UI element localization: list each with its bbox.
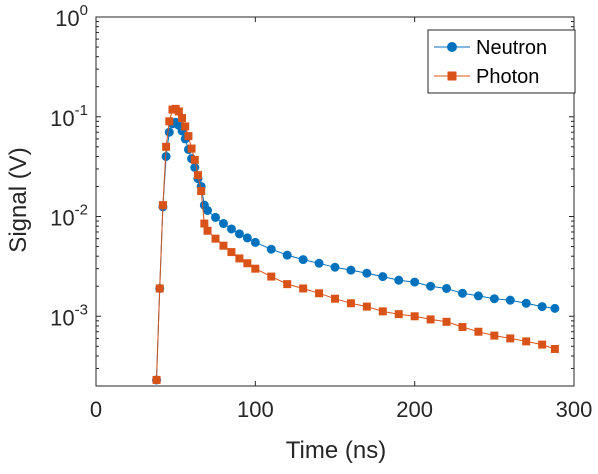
legend-label-photon: Photon: [476, 66, 539, 88]
data-point-photon: [165, 117, 174, 126]
data-point-photon: [283, 280, 292, 289]
data-point-neutron: [161, 151, 171, 161]
data-point-neutron: [442, 283, 452, 293]
x-tick-label: 0: [90, 397, 102, 422]
data-point-photon: [474, 327, 483, 336]
data-point-photon: [299, 284, 308, 293]
data-point-photon: [426, 315, 435, 324]
data-point-photon: [235, 254, 244, 263]
x-tick-label: 200: [396, 397, 433, 422]
data-point-neutron: [505, 295, 515, 305]
data-point-neutron: [226, 224, 236, 234]
data-point-neutron: [250, 237, 260, 247]
data-point-neutron: [298, 255, 308, 265]
data-point-neutron: [362, 268, 372, 278]
data-point-photon: [490, 331, 499, 340]
data-point-neutron: [218, 219, 228, 229]
data-point-neutron: [394, 275, 404, 285]
data-point-photon: [522, 337, 531, 346]
axes-box: [95, 16, 575, 387]
data-point-neutron: [537, 302, 547, 312]
data-point-photon: [187, 144, 196, 153]
data-point-photon: [211, 234, 220, 243]
legend-marker-neutron: [447, 42, 457, 52]
data-point-photon: [181, 122, 190, 131]
data-point-photon: [155, 284, 164, 293]
data-point-photon: [394, 310, 403, 319]
data-point-neutron: [234, 229, 244, 239]
data-point-photon: [267, 272, 276, 281]
data-point-neutron: [410, 277, 420, 287]
data-point-neutron: [282, 250, 292, 260]
data-point-neutron: [266, 244, 276, 254]
data-point-photon: [243, 259, 252, 268]
data-point-photon: [203, 226, 212, 235]
series-layer: [152, 104, 560, 385]
data-point-photon: [193, 171, 202, 180]
data-point-photon: [227, 248, 236, 257]
data-point-neutron: [426, 281, 436, 291]
data-point-neutron: [489, 294, 499, 304]
data-point-photon: [178, 114, 187, 123]
data-point-neutron: [521, 298, 531, 308]
legend-label-neutron: Neutron: [476, 37, 547, 59]
data-point-neutron: [550, 303, 560, 313]
y-axis-label: Signal (V): [5, 147, 32, 252]
y-tick-label: 10-1: [50, 102, 88, 131]
x-tick-label: 100: [237, 397, 274, 422]
y-tick-label: 100: [55, 2, 88, 31]
data-point-photon: [506, 334, 515, 343]
x-axis-label: Time (ns): [286, 437, 386, 464]
data-point-neutron: [378, 272, 388, 282]
y-minor-ticks: [96, 21, 574, 387]
data-point-photon: [162, 142, 171, 151]
y-tick-label: 10-2: [50, 202, 88, 231]
data-point-photon: [190, 155, 199, 164]
data-point-photon: [538, 340, 547, 349]
data-point-neutron: [164, 127, 174, 137]
data-point-photon: [152, 375, 161, 384]
data-point-neutron: [190, 162, 200, 172]
data-point-photon: [197, 187, 206, 196]
data-point-photon: [378, 307, 387, 316]
data-point-neutron: [314, 258, 324, 268]
data-point-photon: [184, 132, 193, 141]
x-axis-ticks: 0 100 200 300: [90, 17, 592, 422]
data-point-photon: [550, 344, 559, 353]
data-point-photon: [410, 312, 419, 321]
data-point-neutron: [473, 291, 483, 301]
data-point-photon: [442, 317, 451, 326]
axes: [95, 16, 575, 387]
data-point-photon: [346, 299, 355, 308]
data-point-photon: [200, 219, 209, 228]
data-point-photon: [362, 302, 371, 311]
data-point-photon: [315, 289, 324, 298]
data-point-neutron: [242, 233, 252, 243]
legend-marker-photon: [447, 71, 457, 81]
data-point-neutron: [457, 288, 467, 298]
data-point-photon: [458, 323, 467, 332]
data-point-photon: [219, 241, 228, 250]
x-tick-label: 300: [556, 397, 593, 422]
legend-box: [427, 29, 576, 94]
data-point-photon: [158, 201, 167, 210]
series-photon: [152, 104, 559, 384]
y-axis-ticks: 100 10-1 10-2 10-3: [50, 2, 574, 387]
data-point-photon: [174, 107, 183, 116]
data-point-photon: [251, 264, 260, 273]
data-point-neutron: [330, 262, 340, 272]
data-point-neutron: [203, 205, 213, 215]
data-point-photon: [331, 294, 339, 303]
legend: Neutron Photon: [427, 29, 576, 94]
data-point-neutron: [211, 212, 220, 222]
data-point-neutron: [346, 265, 356, 275]
y-tick-label: 10-3: [50, 301, 88, 330]
